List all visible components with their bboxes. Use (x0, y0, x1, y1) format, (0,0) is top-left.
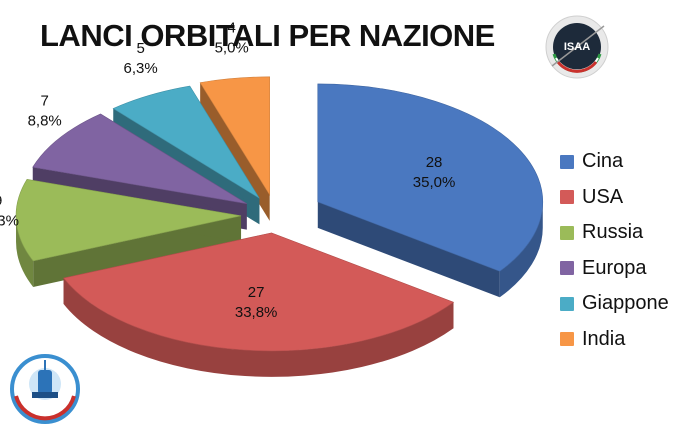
legend-swatch (560, 154, 574, 169)
pie-slice-top (199, 76, 270, 196)
legend-label: Russia (582, 221, 644, 244)
pie-slice-side (16, 215, 34, 287)
data-label-percent-giappone: 6,3% (124, 60, 158, 77)
legend-label: Giappone (582, 292, 669, 315)
legend-swatch (560, 296, 574, 311)
data-label-value-usa: 27 (248, 284, 265, 301)
data-label-value-europa: 7 (41, 92, 49, 109)
pie-slice-top (317, 83, 544, 272)
legend-label: India (582, 327, 626, 350)
legend-item-cina: Cina (560, 144, 669, 180)
legend-label: Europa (582, 256, 647, 279)
data-label-percent-cina: 35,0% (413, 174, 456, 191)
pie-slice-cina (317, 83, 544, 298)
pie-slice-usa (63, 232, 455, 377)
legend-swatch (560, 332, 574, 347)
data-label-value-giappone: 5 (136, 40, 144, 57)
legend-swatch (560, 225, 574, 240)
legend-item-europa: Europa (560, 251, 669, 287)
data-label-percent-europa: 8,8% (28, 112, 62, 129)
pie-slice-wall (33, 215, 242, 287)
data-label-percent-india: 5,0% (215, 40, 249, 57)
legend-item-russia: Russia (560, 215, 669, 251)
legend-item-giappone: Giappone (560, 286, 669, 322)
data-label-value-india: 4 (227, 20, 235, 37)
chart-title: LANCI ORBITALI PER NAZIONE (40, 18, 495, 53)
pie-slice-top (112, 85, 260, 199)
pie-slice-top (63, 232, 455, 352)
isaa-logo-text: ISAA (564, 41, 590, 53)
legend-swatch (560, 261, 574, 276)
legend: Cina USA Russia Europa Giappone India (560, 144, 669, 357)
legend-item-india: India (560, 322, 669, 358)
satellite-dish-logo-icon (10, 354, 80, 424)
pie-slice-top (15, 179, 242, 262)
data-label-value-russia: 9 (0, 193, 2, 210)
legend-label: Cina (582, 150, 624, 173)
isaa-logo-icon: ISAA (545, 15, 609, 79)
data-label-percent-russia: 11,3% (0, 213, 19, 230)
pie-slice-wall (317, 201, 500, 298)
data-label-value-cina: 28 (426, 154, 443, 171)
pie-slice-russia (15, 179, 242, 287)
pie-slice-top (32, 113, 247, 204)
legend-item-usa: USA (560, 180, 669, 216)
legend-label: USA (582, 185, 624, 208)
data-label-percent-usa: 33,8% (235, 304, 278, 321)
pie-slice-side (499, 201, 543, 298)
legend-swatch (560, 190, 574, 205)
pie-slice-side (63, 278, 454, 377)
